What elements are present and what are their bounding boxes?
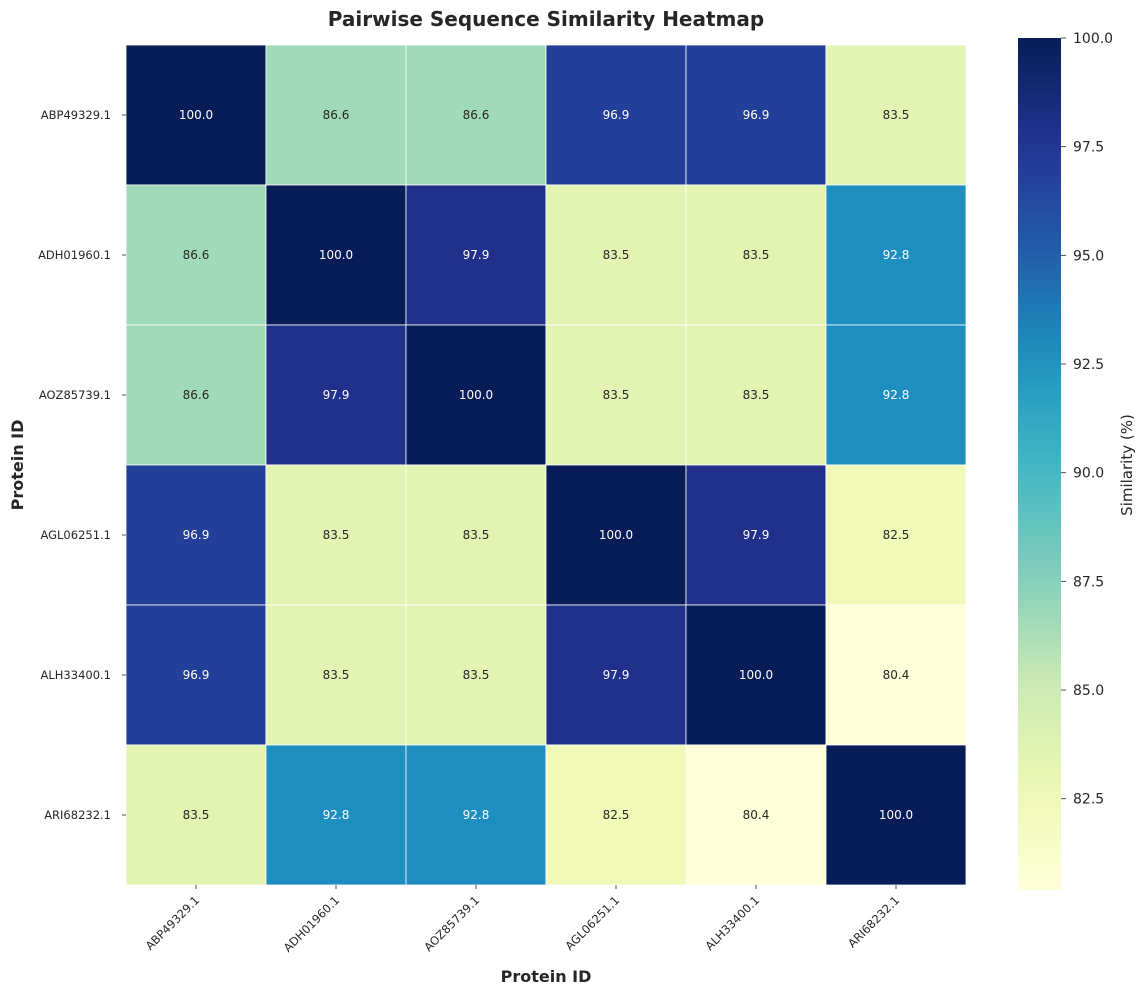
cell-value-label: 100.0 <box>599 528 633 542</box>
cell-value-label: 83.5 <box>463 528 490 542</box>
y-tick-label: ALH33400.1 <box>41 668 111 682</box>
colorbar-tick-label: 90.0 <box>1073 466 1104 482</box>
cell-value-label: 80.4 <box>883 668 910 682</box>
heatmap-cell <box>545 324 687 466</box>
heatmap-cell <box>125 184 267 326</box>
y-tick-label: AOZ85739.1 <box>39 388 111 402</box>
heatmap-cell <box>265 184 407 326</box>
colorbar-label: Similarity (%) <box>1118 414 1136 516</box>
heatmap-cell <box>265 604 407 746</box>
x-tick-label: ARI68232.1 <box>845 893 902 950</box>
cell-value-label: 82.5 <box>883 528 910 542</box>
heatmap-cell <box>545 604 687 746</box>
x-tick-label: ABP49329.1 <box>143 893 203 953</box>
heatmap-cell <box>685 44 827 186</box>
cell-value-label: 97.9 <box>743 528 770 542</box>
cell-value-label: 97.9 <box>323 388 350 402</box>
cell-value-label: 92.8 <box>883 388 910 402</box>
cell-value-label: 83.5 <box>743 248 770 262</box>
cell-value-label: 83.5 <box>603 248 630 262</box>
y-tick-label: ADH01960.1 <box>38 248 111 262</box>
cell-value-label: 100.0 <box>179 108 213 122</box>
heatmap-cell <box>685 464 827 606</box>
heatmap-cell <box>125 744 267 886</box>
y-tick-label: ABP49329.1 <box>41 108 111 122</box>
heatmap-cell <box>545 464 687 606</box>
heatmap-cell <box>265 464 407 606</box>
heatmap-cell <box>545 744 687 886</box>
x-axis-ticks: ABP49329.1 ADH01960.1 AOZ85739.1 AGL06251.1… <box>143 885 902 955</box>
cell-value-label: 100.0 <box>459 388 493 402</box>
cell-value-label: 96.9 <box>183 528 210 542</box>
colorbar-tick-label: 97.5 <box>1073 140 1104 156</box>
colorbar-tick-label: 82.5 <box>1073 792 1104 808</box>
y-axis-label: Protein ID <box>8 420 27 511</box>
heatmap-cell <box>825 324 967 466</box>
y-tick-label: AGL06251.1 <box>40 528 111 542</box>
colorbar <box>1018 38 1061 890</box>
heatmap-cell <box>685 324 827 466</box>
colorbar-tick-label: 87.5 <box>1073 574 1104 590</box>
heatmap-cell <box>265 44 407 186</box>
chart-title: Pairwise Sequence Similarity Heatmap <box>328 7 764 31</box>
cell-value-label: 83.5 <box>463 668 490 682</box>
heatmap-cell <box>825 464 967 606</box>
heatmap-cell <box>265 324 407 466</box>
cell-value-label: 92.8 <box>323 808 350 822</box>
y-axis-ticks: ABP49329.1 ADH01960.1 AOZ85739.1 AGL06251.1… <box>38 108 126 822</box>
x-tick-label: ADH01960.1 <box>281 893 342 954</box>
cell-value-label: 86.6 <box>463 108 490 122</box>
cell-value-label: 83.5 <box>603 388 630 402</box>
heatmap-cell <box>545 184 687 326</box>
cell-value-label: 96.9 <box>743 108 770 122</box>
cell-value-label: 86.6 <box>323 108 350 122</box>
x-tick-label: ALH33400.1 <box>702 893 762 953</box>
colorbar-ticks: 82.5 85.0 87.5 90.0 92.5 95.0 97.5 100.0 <box>1061 31 1113 808</box>
heatmap-cell <box>405 44 547 186</box>
colorbar-tick-label: 100.0 <box>1073 31 1113 47</box>
cell-value-label: 92.8 <box>883 248 910 262</box>
heatmap-cell <box>685 744 827 886</box>
heatmap-cell <box>825 184 967 326</box>
heatmap-cell <box>685 604 827 746</box>
x-tick-label: AOZ85739.1 <box>421 893 482 954</box>
cell-value-label: 100.0 <box>319 248 353 262</box>
cell-value-label: 96.9 <box>603 108 630 122</box>
cell-value-label: 80.4 <box>743 808 770 822</box>
cell-value-label: 83.5 <box>323 668 350 682</box>
cell-value-label: 83.5 <box>323 528 350 542</box>
cell-value-label: 86.6 <box>183 388 210 402</box>
heatmap-cell <box>125 44 267 186</box>
x-axis-label: Protein ID <box>501 967 592 986</box>
cell-value-label: 82.5 <box>603 808 630 822</box>
heatmap-cell <box>405 604 547 746</box>
cell-value-label: 96.9 <box>183 668 210 682</box>
heatmap-cell <box>825 604 967 746</box>
heatmap-cell <box>825 44 967 186</box>
x-tick-label: AGL06251.1 <box>562 893 622 953</box>
heatmap-cell <box>825 744 967 886</box>
heatmap-cell <box>405 324 547 466</box>
heatmap-cells <box>125 44 967 886</box>
cell-value-label: 83.5 <box>183 808 210 822</box>
heatmap-cell <box>125 464 267 606</box>
heatmap-cell <box>405 464 547 606</box>
heatmap-cell <box>125 604 267 746</box>
cell-value-label: 86.6 <box>183 248 210 262</box>
heatmap-cell <box>545 44 687 186</box>
colorbar-tick-label: 92.5 <box>1073 357 1104 373</box>
colorbar-tick-label: 85.0 <box>1073 683 1104 699</box>
heatmap-cell <box>125 324 267 466</box>
cell-value-label: 83.5 <box>743 388 770 402</box>
cell-value-label: 83.5 <box>883 108 910 122</box>
cell-value-label: 97.9 <box>603 668 630 682</box>
cell-value-label: 100.0 <box>739 668 773 682</box>
colorbar-tick-label: 95.0 <box>1073 248 1104 264</box>
heatmap-cell-labels: 100.0 86.6 86.6 96.9 96.9 83.5 86.6 100.0 97.9 83… <box>179 108 913 822</box>
y-tick-label: ARI68232.1 <box>44 808 111 822</box>
cell-value-label: 97.9 <box>463 248 490 262</box>
cell-value-label: 100.0 <box>879 808 913 822</box>
cell-value-label: 92.8 <box>463 808 490 822</box>
